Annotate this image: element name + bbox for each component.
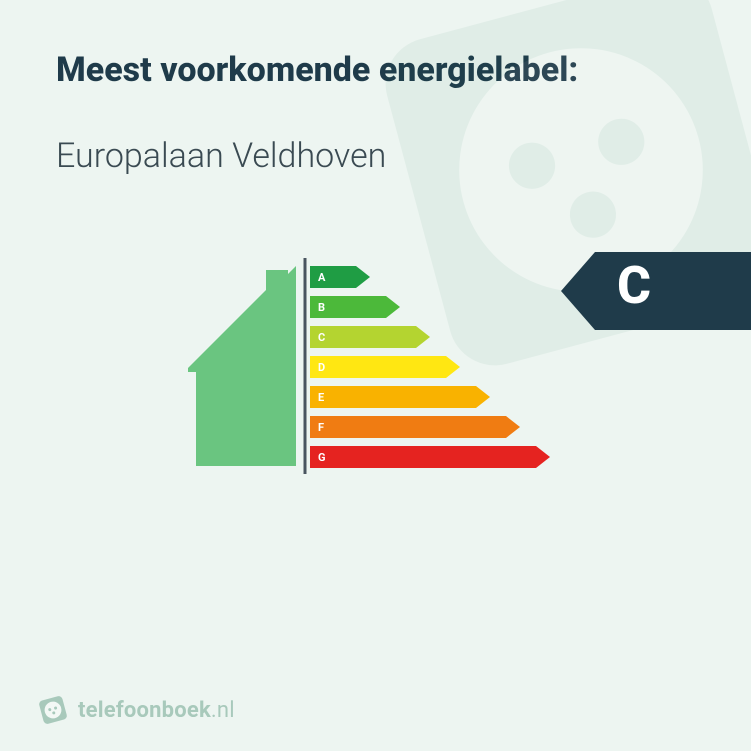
energy-bar-c bbox=[310, 326, 430, 348]
card-subtitle: Europalaan Veldhoven bbox=[56, 136, 695, 176]
card-title: Meest voorkomende energielabel: bbox=[56, 50, 695, 90]
energy-bar-label-f: F bbox=[318, 421, 324, 434]
footer-brand-bold: telefoonboek bbox=[78, 698, 211, 723]
energy-bar-d bbox=[310, 356, 460, 378]
energy-bars-svg: A B C D E F G bbox=[188, 236, 608, 506]
footer-brand-tld: .nl bbox=[211, 698, 235, 723]
energy-bar-label-c: C bbox=[318, 331, 325, 344]
bars-group: A B C D E F G bbox=[310, 266, 550, 468]
energy-bar-label-a: A bbox=[318, 271, 326, 284]
energy-chart: C A B C D E F G bbox=[56, 236, 695, 536]
footer-logo-icon bbox=[35, 692, 72, 729]
energy-bar-label-g: G bbox=[318, 451, 326, 464]
energy-bar-g bbox=[310, 446, 550, 468]
footer-brand: telefoonboek.nl bbox=[78, 698, 235, 723]
energy-bar-label-b: B bbox=[318, 301, 325, 314]
energy-label-card: Meest voorkomende energielabel: Europala… bbox=[0, 0, 751, 751]
result-label: C bbox=[617, 260, 651, 312]
energy-bar-label-d: D bbox=[318, 361, 325, 374]
house-icon bbox=[188, 266, 296, 466]
energy-bar-label-e: E bbox=[318, 391, 324, 404]
energy-bar-e bbox=[310, 386, 490, 408]
footer: telefoonboek.nl bbox=[38, 695, 235, 725]
energy-bar-f bbox=[310, 416, 520, 438]
